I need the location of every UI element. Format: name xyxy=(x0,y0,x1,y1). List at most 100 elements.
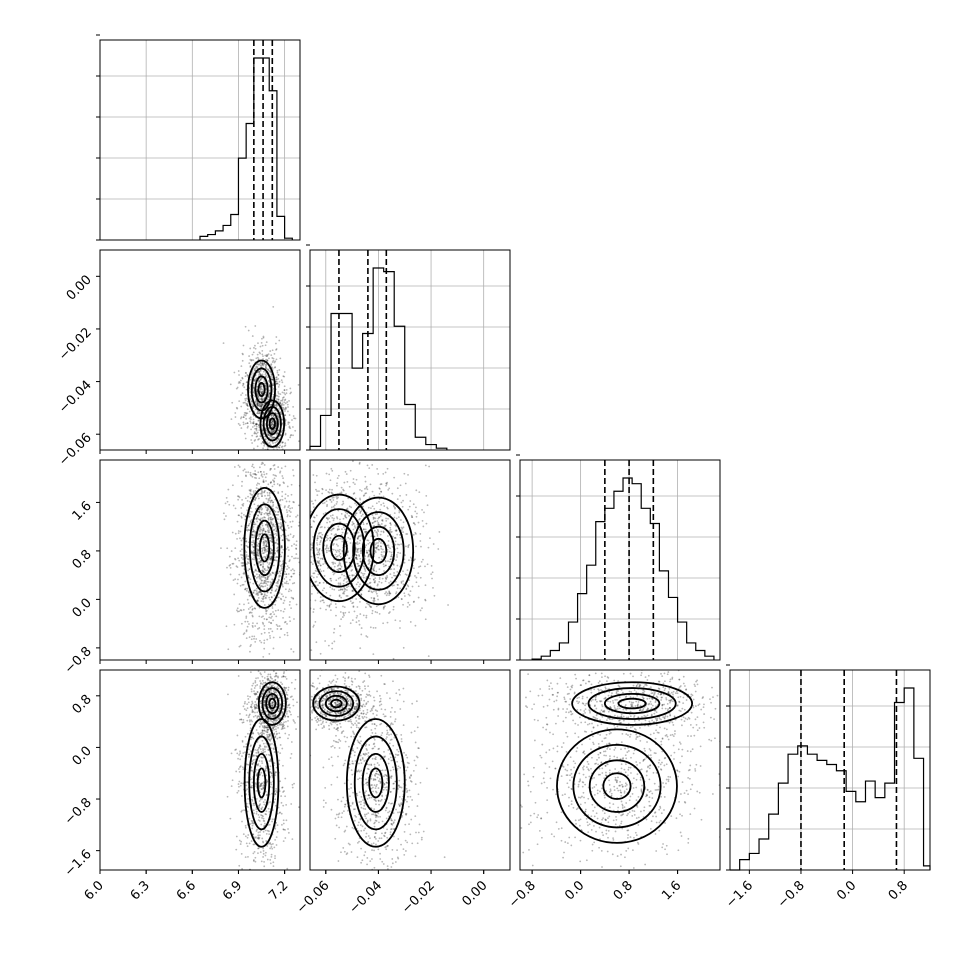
sample-point xyxy=(240,539,243,542)
sample-point xyxy=(290,575,293,578)
histogram-step-line xyxy=(199,57,293,240)
sample-point xyxy=(293,782,295,785)
sample-point xyxy=(260,756,263,759)
sample-point xyxy=(355,478,358,481)
sample-point xyxy=(242,705,245,708)
sample-point xyxy=(260,508,263,511)
sample-point xyxy=(291,520,294,523)
sample-point xyxy=(254,427,256,430)
sample-point xyxy=(373,507,376,510)
sample-point xyxy=(280,404,283,407)
sample-point xyxy=(365,485,368,488)
sample-point xyxy=(248,513,251,516)
sample-point xyxy=(283,389,286,391)
sample-point xyxy=(276,413,279,415)
sample-point xyxy=(273,695,276,698)
sample-point xyxy=(359,600,361,603)
sample-point xyxy=(382,502,385,505)
sample-point xyxy=(272,479,274,481)
sample-point xyxy=(281,711,284,713)
sample-point xyxy=(262,815,264,818)
sample-point xyxy=(388,592,391,595)
sample-point xyxy=(407,508,410,511)
sample-point xyxy=(279,504,282,506)
sample-point xyxy=(266,524,269,526)
sample-point xyxy=(268,389,271,392)
sample-point xyxy=(281,546,283,549)
sample-point xyxy=(236,582,239,585)
sample-point xyxy=(255,427,258,430)
sample-point xyxy=(250,690,253,693)
sample-point xyxy=(231,562,234,565)
sample-point xyxy=(269,744,272,746)
sample-point xyxy=(265,366,267,369)
sample-point xyxy=(382,495,385,498)
sample-point xyxy=(275,529,278,531)
sample-point xyxy=(369,606,372,608)
sample-point xyxy=(276,382,278,385)
sample-point xyxy=(257,560,260,563)
sample-point xyxy=(256,402,259,405)
sample-point xyxy=(262,690,265,693)
sample-point xyxy=(276,403,278,406)
sample-point xyxy=(369,560,371,563)
sample-point xyxy=(286,867,289,870)
sample-point xyxy=(259,373,262,376)
sample-point xyxy=(267,409,270,412)
sample-point xyxy=(386,592,389,595)
sample-point xyxy=(246,509,249,512)
sample-point xyxy=(317,573,320,576)
sample-point xyxy=(263,444,266,447)
sample-point xyxy=(339,518,341,521)
sample-point xyxy=(260,385,263,388)
sample-point xyxy=(326,503,329,506)
sample-point xyxy=(318,553,321,556)
sample-point xyxy=(355,583,358,586)
sample-point xyxy=(254,706,257,709)
sample-point xyxy=(279,498,282,501)
sample-point xyxy=(281,391,284,394)
sample-point xyxy=(333,628,336,630)
sample-point xyxy=(304,606,306,608)
sample-point xyxy=(411,516,414,519)
sample-point xyxy=(268,395,270,398)
sample-point xyxy=(340,512,343,515)
sample-point xyxy=(332,548,335,551)
sample-point xyxy=(329,539,331,542)
sample-point xyxy=(242,608,245,611)
sample-point xyxy=(329,479,332,482)
sample-point xyxy=(256,365,259,368)
sample-point xyxy=(265,367,268,370)
sample-point xyxy=(378,540,381,543)
sample-point xyxy=(320,570,323,573)
sample-point xyxy=(286,511,289,514)
sample-point xyxy=(248,410,251,413)
sample-point xyxy=(262,462,265,465)
sample-point xyxy=(376,611,379,614)
sample-point xyxy=(365,530,368,533)
sample-point xyxy=(271,378,274,381)
sample-point xyxy=(317,556,320,559)
sample-point xyxy=(254,379,257,382)
sample-point xyxy=(374,517,377,520)
sample-point xyxy=(258,511,261,513)
sample-point xyxy=(373,517,375,519)
sample-point xyxy=(230,550,233,552)
sample-point xyxy=(401,527,404,530)
sample-point xyxy=(261,530,264,533)
sample-point xyxy=(275,686,278,689)
sample-point xyxy=(279,470,282,473)
sample-point xyxy=(317,551,320,554)
sample-point xyxy=(333,572,336,575)
sample-point xyxy=(262,335,265,338)
sample-point xyxy=(261,532,264,535)
sample-point xyxy=(261,490,263,493)
sample-point xyxy=(331,454,333,456)
sample-point xyxy=(243,745,245,748)
sample-point xyxy=(344,514,347,517)
sample-point xyxy=(280,801,283,804)
sample-point xyxy=(285,509,288,511)
sample-point xyxy=(249,606,252,609)
sample-point xyxy=(281,725,284,728)
sample-point xyxy=(259,372,262,375)
